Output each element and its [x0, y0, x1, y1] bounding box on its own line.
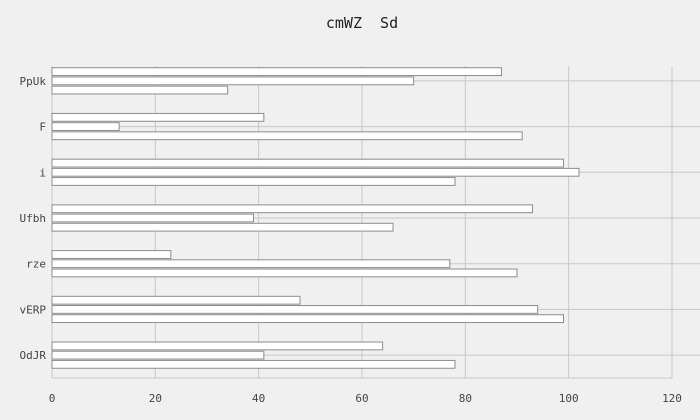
bar-series-1-rze — [51, 268, 518, 278]
bar-series-3-OdJR — [51, 341, 384, 351]
bar-series-2-Ufbh — [51, 213, 254, 223]
bar-series-1-PpUk — [51, 85, 229, 95]
bar-series-2-rze — [51, 259, 451, 269]
bar-series-3-Ufbh — [51, 204, 533, 214]
bar-series-1-OdJR — [51, 359, 456, 369]
y-tick-label-4: i — [39, 166, 46, 179]
x-tick-label-80: 80 — [459, 392, 472, 405]
bar-series-3-vERP — [51, 295, 301, 305]
bar-series-1-i — [51, 177, 456, 186]
bar-series-2-F — [51, 122, 120, 131]
bar-series-3-PpUk — [51, 67, 502, 77]
bar-series-2-OdJR — [51, 350, 265, 360]
bar-series-1-vERP — [51, 314, 564, 324]
x-tick-label-40: 40 — [252, 392, 265, 405]
bar-series-3-F — [51, 112, 265, 122]
y-tick-label-2: rze — [26, 258, 46, 271]
bar-series-2-i — [51, 167, 580, 177]
bar-series-2-PpUk — [51, 76, 415, 86]
bar-series-3-rze — [51, 250, 172, 259]
x-tick-label-20: 20 — [149, 392, 162, 405]
bar-series-1-Ufbh — [51, 222, 394, 232]
bar-series-2-vERP — [51, 305, 539, 314]
bar-series-1-F — [51, 131, 523, 141]
chart-title: cmWZ Sd — [326, 14, 398, 32]
y-tick-label-5: F — [39, 121, 46, 134]
x-tick-label-0: 0 — [49, 392, 56, 405]
y-tick-label-3: Ufbh — [20, 212, 47, 225]
bar-series-3-i — [51, 158, 564, 168]
bar-layer — [51, 67, 580, 369]
label-layer: 0 20 40 60 80 100 120 OdJR vERP rze Ufbh i F PpUk — [20, 75, 682, 405]
x-tick-label-100: 100 — [559, 392, 579, 405]
y-tick-label-1: vERP — [20, 303, 47, 316]
x-tick-label-60: 60 — [355, 392, 368, 405]
x-tick-label-120: 120 — [662, 392, 682, 405]
y-tick-label-0: OdJR — [20, 349, 47, 362]
y-tick-label-6: PpUk — [20, 75, 47, 88]
